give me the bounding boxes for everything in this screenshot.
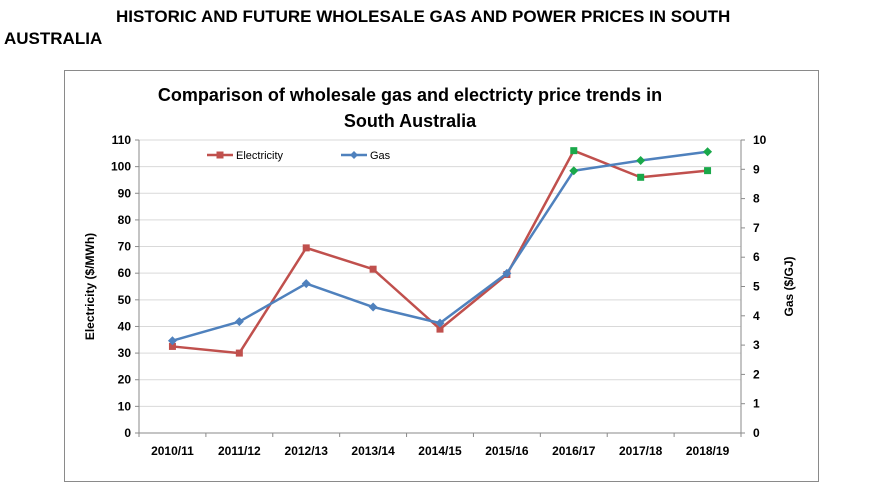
- electricity-legend-marker: [216, 151, 224, 159]
- x-axis-tick-label: 2010/11: [151, 444, 194, 458]
- electricity-point: [704, 167, 712, 175]
- gas-point: [569, 166, 579, 176]
- electricity-point: [302, 244, 310, 252]
- x-axis-tick-label: 2013/14: [351, 444, 395, 458]
- left-axis-tick-label: 50: [118, 293, 132, 307]
- electricity-point: [637, 173, 645, 181]
- left-axis-tick-label: 100: [111, 160, 131, 174]
- x-axis-tick-label: 2012/13: [285, 444, 329, 458]
- right-axis-tick-label: 0: [753, 426, 760, 440]
- right-axis-tick-label: 7: [753, 221, 760, 235]
- gas-point: [502, 268, 512, 278]
- page-heading: HISTORIC AND FUTURE WHOLESALE GAS AND PO…: [0, 6, 885, 50]
- left-axis-tick-label: 30: [118, 346, 132, 360]
- gas-point: [368, 302, 378, 312]
- series: [167, 147, 713, 357]
- right-axis-tick-label: 8: [753, 192, 760, 206]
- chart-title-line1: Comparison of wholesale gas and electric…: [158, 85, 662, 105]
- electricity-point: [570, 147, 578, 155]
- electricity-point: [168, 342, 176, 350]
- electricity-legend-label: Electricity: [236, 150, 284, 162]
- left-axis-tick-label: 40: [118, 319, 132, 333]
- gas-legend-marker: [350, 151, 358, 159]
- right-axis-tick-label: 4: [753, 309, 760, 323]
- x-axis-tick-label: 2017/18: [619, 444, 663, 458]
- y-axis-label: Electricity ($/MWh): [83, 233, 97, 340]
- page-heading-line1: HISTORIC AND FUTURE WHOLESALE GAS AND PO…: [116, 7, 731, 26]
- right-axis-tick-label: 9: [753, 162, 760, 176]
- left-axis-tick-label: 20: [118, 373, 132, 387]
- right-axis-tick-label: 6: [753, 250, 760, 264]
- left-axis-tick-label: 70: [118, 240, 132, 254]
- left-axis-tick-label: 80: [118, 213, 132, 227]
- gas-point: [234, 317, 244, 327]
- gas-point: [435, 318, 445, 328]
- gas-point: [167, 336, 177, 346]
- chart-frame: Comparison of wholesale gas and electric…: [64, 70, 819, 482]
- left-axis-tick-label: 0: [124, 426, 131, 440]
- electricity-point: [436, 325, 444, 333]
- left-axis-tick-label: 90: [118, 186, 132, 200]
- electricity-point: [235, 349, 243, 357]
- left-axis-tick-label: 10: [118, 399, 132, 413]
- x-axis-tick-label: 2015/16: [485, 444, 529, 458]
- right-axis-tick-label: 5: [753, 280, 760, 294]
- right-axis-tick-label: 2: [753, 367, 760, 381]
- gas-point: [703, 147, 713, 157]
- gas-point: [301, 279, 311, 289]
- gas-point: [636, 156, 646, 166]
- page-heading-line2: AUSTRALIA: [4, 29, 103, 48]
- price-trend-chart: Comparison of wholesale gas and electric…: [83, 85, 796, 458]
- gas-legend-label: Gas: [370, 150, 391, 162]
- x-axis-tick-label: 2018/19: [686, 444, 730, 458]
- left-axis-tick-label: 60: [118, 266, 132, 280]
- left-axis-tick-label: 110: [112, 133, 132, 147]
- right-axis-tick-label: 1: [753, 397, 760, 411]
- x-axis-tick-label: 2011/12: [218, 444, 261, 458]
- legend: Electricity Gas: [207, 150, 391, 162]
- axes: 0 10 20 30 40 50 60 70 80 90 100 110 0 1 2 3 4 5 6 7 8 9 10 201…: [83, 133, 796, 458]
- y2-axis-label: Gas ($/GJ): [782, 256, 796, 316]
- right-axis-tick-label: 3: [753, 338, 760, 352]
- gridlines: [139, 139, 741, 407]
- x-axis-tick-label: 2016/17: [552, 444, 596, 458]
- chart-title-line2: South Australia: [344, 111, 477, 131]
- right-axis-tick-label: 10: [753, 133, 767, 147]
- x-axis-tick-label: 2014/15: [418, 444, 462, 458]
- electricity-point: [369, 265, 377, 273]
